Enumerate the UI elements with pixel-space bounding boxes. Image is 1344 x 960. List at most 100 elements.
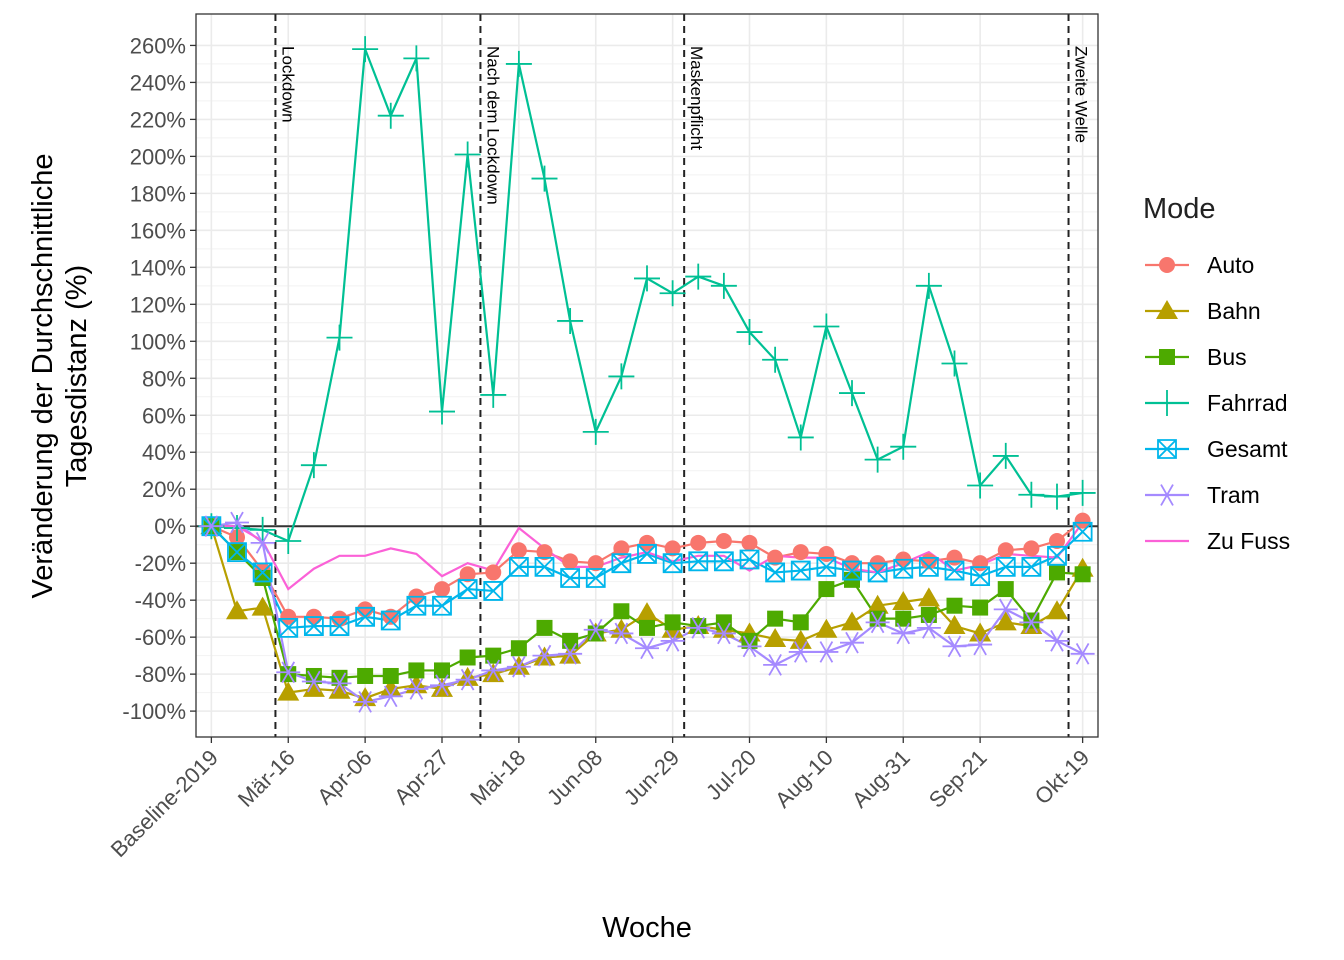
point — [531, 165, 558, 192]
legend-label: Bahn — [1207, 298, 1261, 324]
marker-shape — [715, 614, 732, 631]
x-tick-label: Apr-06 — [312, 745, 376, 809]
point — [408, 662, 425, 679]
point — [357, 667, 374, 684]
marker-shape — [767, 610, 784, 627]
marker-shape — [637, 544, 657, 564]
marker-shape — [225, 511, 249, 534]
marker-shape — [357, 601, 374, 618]
point — [485, 647, 502, 664]
point — [536, 619, 553, 636]
marker-shape — [326, 324, 353, 351]
marker-shape — [353, 691, 378, 713]
event-label: Zweite Welle — [1072, 46, 1091, 143]
marker-shape — [788, 641, 813, 663]
point — [454, 141, 481, 168]
point — [582, 418, 609, 445]
y-tick-label: 120% — [130, 292, 186, 317]
point — [792, 614, 809, 631]
legend-title: Mode — [1143, 193, 1216, 225]
marker-shape — [226, 600, 248, 620]
marker-shape — [662, 553, 683, 574]
marker-shape — [792, 614, 809, 631]
point — [249, 516, 276, 543]
point — [967, 472, 994, 499]
marker-shape — [659, 280, 686, 307]
point — [970, 566, 991, 587]
marker-shape — [300, 452, 327, 479]
point — [505, 50, 532, 77]
point — [686, 617, 711, 639]
point — [942, 635, 967, 658]
point — [406, 595, 427, 616]
marker-shape — [510, 542, 527, 559]
marker-shape — [252, 562, 273, 583]
point — [688, 551, 709, 572]
marker-shape — [866, 594, 889, 614]
marker-shape — [995, 556, 1016, 577]
point — [1044, 483, 1070, 510]
point — [280, 666, 297, 683]
point — [434, 662, 450, 679]
point — [275, 527, 302, 554]
marker-shape — [1069, 479, 1096, 506]
x-tick-label: Aug-31 — [847, 745, 915, 813]
marker-shape — [455, 668, 480, 691]
point — [890, 433, 917, 460]
point — [331, 669, 348, 686]
panel-border — [195, 13, 1099, 738]
marker-shape — [818, 581, 835, 598]
point — [713, 551, 734, 572]
point — [300, 452, 327, 479]
marker-shape — [839, 380, 865, 407]
point — [482, 663, 505, 683]
point — [818, 581, 835, 598]
point — [1159, 257, 1175, 273]
x-tick-label: Sep-21 — [924, 745, 992, 813]
marker-shape — [767, 549, 784, 566]
y-tick-label: -60% — [135, 625, 186, 650]
marker-shape — [946, 597, 963, 614]
point — [613, 603, 630, 620]
marker-shape — [380, 610, 401, 631]
point — [865, 611, 890, 634]
point — [301, 670, 326, 693]
point — [327, 672, 352, 695]
event-label: Maskenpflicht — [687, 46, 706, 150]
point — [946, 597, 963, 614]
marker-shape — [711, 622, 736, 645]
point — [534, 556, 555, 577]
point — [1159, 349, 1175, 365]
point — [764, 627, 787, 647]
point — [611, 553, 632, 574]
point — [895, 610, 912, 627]
marker-shape — [532, 644, 557, 667]
point — [459, 649, 476, 666]
point — [455, 668, 480, 691]
point — [736, 319, 763, 346]
point — [403, 45, 430, 72]
point — [840, 631, 864, 654]
x-tick-label: Okt-19 — [1030, 745, 1094, 809]
marker-shape — [639, 619, 655, 636]
marker-shape — [690, 534, 707, 551]
point — [995, 556, 1016, 577]
point — [508, 556, 529, 577]
marker-shape — [787, 424, 814, 451]
point — [278, 618, 299, 638]
y-tick-label: 20% — [142, 477, 186, 502]
point — [1069, 479, 1096, 506]
point — [917, 587, 940, 607]
marker-shape — [818, 545, 835, 562]
marker-shape — [715, 532, 732, 549]
marker-shape — [404, 678, 429, 700]
x-tick-label: Baseline-2019 — [106, 745, 223, 862]
marker-shape — [967, 472, 994, 499]
marker-shape — [892, 591, 915, 611]
x-tick-label: Aug-10 — [770, 745, 838, 813]
x-tick-label: Jul-20 — [701, 745, 761, 805]
marker-shape — [434, 581, 450, 598]
point — [659, 280, 686, 307]
point — [562, 553, 579, 570]
marker-shape — [558, 642, 583, 665]
